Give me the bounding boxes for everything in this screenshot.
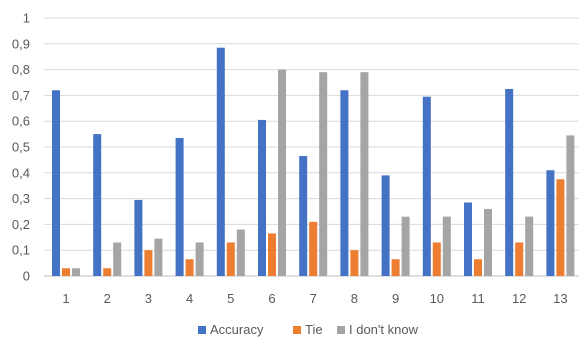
- bar-i-don-t-know-4: [195, 242, 204, 276]
- bar-tie-11: [474, 259, 482, 276]
- bar-tie-6: [268, 233, 276, 276]
- bar-accuracy-5: [216, 47, 225, 276]
- bar-accuracy-13: [546, 170, 555, 276]
- x-tick-label: 13: [553, 291, 567, 306]
- bar-i-don-t-know-12: [525, 216, 534, 276]
- legend-swatch: [337, 326, 345, 334]
- bar-tie-9: [391, 259, 400, 276]
- x-tick-label: 9: [392, 291, 399, 306]
- legend-label: I don't know: [349, 322, 419, 337]
- x-tick-label: 5: [227, 291, 234, 306]
- bar-i-don-t-know-2: [113, 242, 122, 276]
- y-tick-label: 0,1: [12, 243, 30, 258]
- bar-accuracy-2: [93, 134, 102, 276]
- x-tick-label: 3: [145, 291, 152, 306]
- bar-i-don-t-know-5: [236, 229, 245, 276]
- bar-accuracy-8: [340, 90, 349, 277]
- bars: [52, 47, 575, 277]
- y-tick-label: 0,9: [12, 36, 30, 51]
- x-tick-label: 7: [310, 291, 317, 306]
- bar-accuracy-9: [381, 175, 390, 276]
- bar-i-don-t-know-9: [401, 216, 410, 276]
- legend: Accuracy Tie I don't know: [198, 322, 419, 337]
- bar-tie-5: [226, 242, 235, 276]
- x-tick-label: 11: [471, 291, 485, 306]
- x-tick-label: 4: [186, 291, 193, 306]
- bar-i-don-t-know-11: [484, 208, 492, 276]
- x-tick-label: 1: [62, 291, 69, 306]
- bar-accuracy-10: [422, 96, 431, 276]
- bar-i-don-t-know-1: [72, 268, 80, 276]
- bar-tie-2: [103, 268, 112, 276]
- y-tick-label: 0,3: [12, 191, 30, 206]
- x-tick-label: 8: [351, 291, 358, 306]
- y-tick-label: 0,7: [12, 88, 30, 103]
- y-tick-label: 0: [23, 269, 30, 284]
- bar-tie-4: [185, 259, 194, 276]
- y-axis-ticks: 0 0,1 0,2 0,3 0,4 0,5 0,6 0,7 0,8 0,9 1: [12, 11, 30, 284]
- legend-swatch: [198, 326, 206, 334]
- bar-i-don-t-know-3: [154, 238, 163, 276]
- bar-tie-7: [309, 221, 318, 276]
- bar-accuracy-3: [134, 199, 143, 276]
- bar-accuracy-1: [52, 90, 60, 277]
- y-tick-label: 0,2: [12, 217, 30, 232]
- bar-accuracy-4: [175, 137, 184, 276]
- gridlines: [44, 17, 579, 277]
- bar-i-don-t-know-10: [442, 216, 451, 276]
- bar-tie-8: [350, 250, 359, 276]
- bar-i-don-t-know-8: [360, 72, 369, 277]
- legend-swatch: [293, 326, 301, 334]
- bar-tie-3: [144, 250, 153, 276]
- bar-i-don-t-know-13: [566, 135, 575, 276]
- bar-tie-1: [62, 268, 70, 276]
- bar-accuracy-6: [258, 119, 266, 276]
- legend-label: Accuracy: [210, 322, 264, 337]
- bar-tie-10: [432, 242, 441, 276]
- x-tick-label: 10: [430, 291, 444, 306]
- legend-label: Tie: [305, 322, 323, 337]
- x-axis-ticks: 1 2 3 4 5 6 7 8 9 10 11 12 13: [62, 291, 567, 306]
- bar-i-don-t-know-7: [319, 72, 328, 277]
- y-tick-label: 0,5: [12, 140, 30, 155]
- y-tick-label: 1: [23, 11, 30, 26]
- bar-i-don-t-know-6: [278, 69, 286, 276]
- x-tick-label: 2: [104, 291, 111, 306]
- x-tick-label: 6: [268, 291, 275, 306]
- bar-accuracy-12: [505, 88, 514, 276]
- bar-accuracy-11: [464, 202, 472, 276]
- y-tick-label: 0,6: [12, 114, 30, 129]
- x-tick-label: 12: [512, 291, 526, 306]
- bar-tie-12: [515, 242, 524, 276]
- bar-tie-13: [556, 179, 565, 276]
- y-tick-label: 0,4: [12, 165, 30, 180]
- bar-accuracy-7: [299, 156, 308, 276]
- y-tick-label: 0,8: [12, 62, 30, 77]
